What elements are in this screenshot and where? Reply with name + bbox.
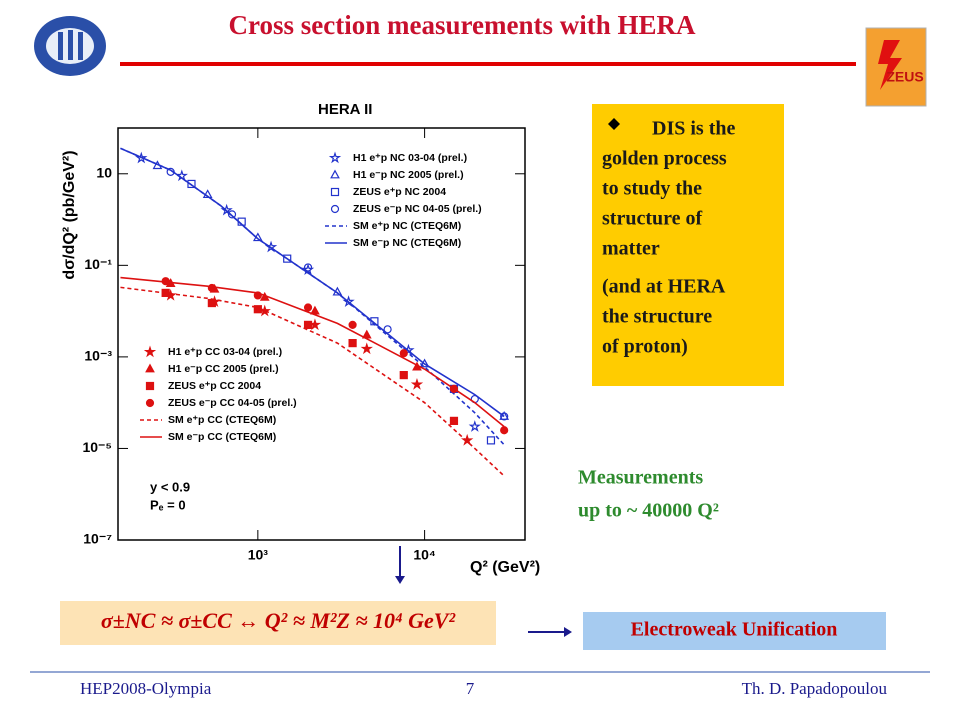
legend-label: ZEUS e⁺p CC 2004 [168,380,261,392]
legend-swatch [330,187,340,197]
data-point [283,254,292,263]
plot-title: HERA II [318,101,372,118]
x-tick-label: 10⁴ [413,547,436,563]
legend-label: SM e⁺p NC (CTEQ6M) [353,220,461,232]
plot: HERA II Q² (GeV²) dσ/dQ² (pb/GeV²) y < 0… [61,101,540,576]
data-point [348,320,357,329]
legend-label: ZEUS e⁻p NC 04-05 (prel.) [353,203,482,215]
info-line: matter [602,238,660,260]
legend-label: SM e⁻p NC (CTEQ6M) [353,237,461,249]
data-point [227,210,237,219]
logo-text: ZEUS [886,69,923,85]
data-point [303,303,313,312]
y-tick-label: 10⁻³ [84,348,112,364]
data-point [207,283,216,293]
legend-label: H1 e⁻p CC 2005 (prel.) [168,363,279,375]
legend-label: H1 e⁺p NC 03-04 (prel.) [353,152,467,164]
data-point [449,416,459,425]
data-point [410,377,424,390]
data-point [360,342,373,355]
x-axis-label: Q² (GeV²) [470,559,540,576]
y-axis-label: dσ/dQ² (pb/GeV²) [61,150,78,279]
info-line: of proton) [602,336,688,358]
legend-label: H1 e⁺p CC 03-04 (prel.) [168,346,282,358]
arrow-head [564,627,572,637]
y-tick-label: 10⁻⁵ [82,439,112,455]
info-box [592,104,784,386]
data-point [303,263,313,272]
logo-bolt [878,40,902,90]
curve [120,147,505,418]
legend-swatch [145,363,155,373]
logo-zeus [865,27,927,107]
curve [120,276,505,428]
info-line: to study the [602,178,702,200]
data-point [399,349,408,358]
annotation: Pₑ = 0 [150,497,186,512]
info-line: the structure [602,306,712,328]
bullet [608,118,620,130]
annotation: y < 0.9 [150,479,190,494]
info-line: (and at HERA [602,276,726,298]
measurements-line: Measurements [578,467,703,489]
data-point [399,371,408,380]
logo-left-bar [58,32,63,60]
data-point [486,436,496,445]
y-tick-label: 10⁻¹ [84,256,112,272]
y-tick-label: 10⁻⁷ [83,531,112,547]
info-line: DIS is the [652,118,735,140]
formula: σ±NC ≈ σ±CC ↔ Q² ≈ M²Z ≈ 10⁴ GeV² [101,608,456,633]
plot-frame [117,127,526,541]
legend-label: SM e⁻p CC (CTEQ6M) [168,431,276,443]
legend-swatch [143,345,157,358]
data-point [361,329,372,339]
formula-box [60,601,496,645]
legend-label: ZEUS e⁻p CC 04-05 (prel.) [168,397,297,409]
info-line: golden process [602,148,727,170]
data-point [303,320,313,329]
legend-label: SM e⁺p CC (CTEQ6M) [168,414,276,426]
footer-page: 7 [466,679,475,698]
legend-swatch [330,204,340,214]
footer-left: HEP2008-Olympia [80,679,212,698]
legend-label: ZEUS e⁺p NC 2004 [353,186,446,198]
legend-swatch [330,169,340,179]
data-point [500,426,509,435]
legend-swatch [328,151,342,164]
y-tick-label: 10 [96,164,112,180]
logo-left-bar [78,32,83,60]
unification-box [583,612,886,650]
data-point [187,179,196,189]
logo-left-bar [68,30,73,60]
data-point [202,189,213,199]
data-point [468,420,481,432]
legend-swatch [145,398,155,408]
info-line: structure of [602,208,702,230]
info-lines: DIS is the golden process to study the stru… [602,118,735,358]
arrow-head [395,576,405,584]
legend-label: H1 e⁻p NC 2005 (prel.) [353,169,464,181]
footer-right: Th. D. Papadopoulou [742,679,888,698]
data-point [207,298,216,308]
data-point [500,412,509,421]
curve [120,286,505,477]
legend-swatch [145,381,155,391]
x-tick-label: 10³ [248,547,269,563]
slide-title: Cross section measurements with HERA [229,10,696,40]
measurements-line: up to ~ 40000 Q² [578,500,719,522]
data-point [348,339,357,348]
unification: Electroweak Unification [631,619,838,641]
